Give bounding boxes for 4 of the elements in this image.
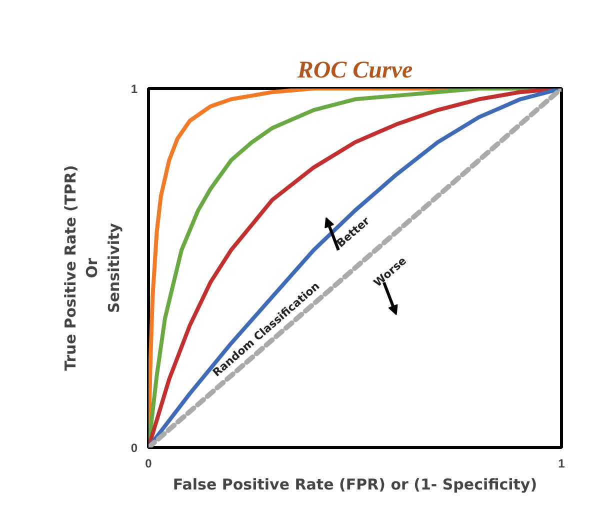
chart-title: ROC Curve [296, 58, 414, 84]
y-axis-title: True Positive Rate (TPR) Or Sensitivity [62, 165, 123, 371]
line-series [148, 88, 562, 448]
x-axis-title: False Positive Rate (FPR) or (1- Specificity) [172, 476, 538, 494]
